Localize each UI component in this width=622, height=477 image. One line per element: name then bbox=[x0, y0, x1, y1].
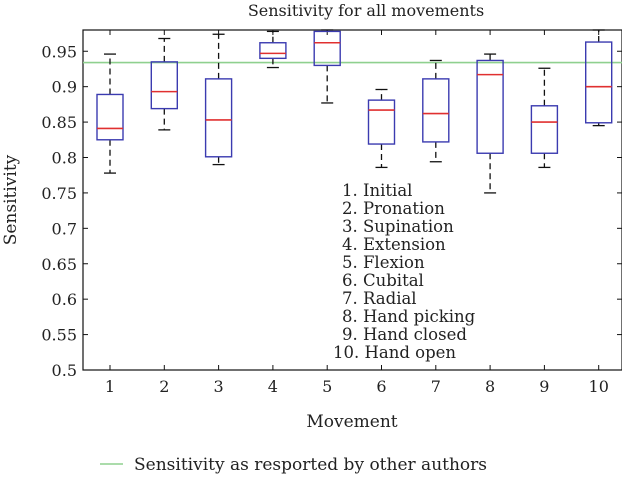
movement-list-item: 8. Hand picking bbox=[342, 307, 476, 326]
y-tick-label: 0.5 bbox=[52, 361, 77, 380]
chart-title: Sensitivity for all movements bbox=[248, 1, 484, 20]
y-tick-label: 0.7 bbox=[52, 219, 77, 238]
y-axis-label: Sensitivity bbox=[1, 154, 21, 245]
y-tick-label: 0.65 bbox=[41, 255, 77, 274]
box-body bbox=[585, 41, 613, 124]
box-body bbox=[150, 61, 179, 110]
movement-list-item: 3. Supination bbox=[342, 217, 454, 236]
box-9 bbox=[530, 67, 559, 169]
box-1 bbox=[96, 53, 124, 174]
movement-list-item: 4. Extension bbox=[342, 235, 446, 254]
x-tick-label: 9 bbox=[539, 377, 549, 396]
box-2 bbox=[150, 37, 179, 131]
boxes bbox=[96, 29, 613, 194]
box-body bbox=[96, 93, 124, 141]
box-5 bbox=[313, 29, 341, 104]
box-6 bbox=[367, 88, 396, 169]
box-body bbox=[530, 105, 559, 154]
x-tick-label: 2 bbox=[159, 377, 169, 396]
box-body bbox=[476, 59, 504, 154]
movement-list-item: 2. Pronation bbox=[342, 199, 445, 218]
movement-list-item: 7. Radial bbox=[342, 289, 417, 308]
x-tick-label: 7 bbox=[431, 377, 441, 396]
movement-list-item: 6. Cubital bbox=[342, 271, 424, 290]
movement-list-item: 1. Initial bbox=[342, 181, 412, 200]
plot-area bbox=[82, 29, 622, 371]
box-10 bbox=[585, 29, 613, 127]
y-tick-label: 0.8 bbox=[52, 149, 77, 168]
box-body bbox=[422, 78, 450, 143]
movement-list-item: 10. Hand open bbox=[333, 343, 456, 362]
x-axis: 1 2 3 4 5 6 7 8 9 10 bbox=[105, 30, 609, 396]
x-tick-label: 10 bbox=[589, 377, 609, 396]
x-axis-label: Movement bbox=[306, 412, 397, 432]
y-tick-label: 0.55 bbox=[41, 326, 77, 345]
box-7 bbox=[422, 59, 450, 163]
y-tick-label: 0.85 bbox=[41, 113, 77, 132]
box-body bbox=[313, 30, 341, 67]
y-tick-label: 0.95 bbox=[41, 42, 77, 61]
y-tick-label: 0.75 bbox=[41, 184, 77, 203]
x-tick-label: 1 bbox=[105, 377, 115, 396]
movement-list-item: 5. Flexion bbox=[342, 253, 425, 272]
y-tick-label: 0.9 bbox=[52, 78, 77, 97]
box-body bbox=[204, 78, 233, 158]
y-axis: 0.5 0.55 0.6 0.65 0.7 0.75 0.8 0.85 0.9 0.95 bbox=[41, 42, 622, 380]
legend-label: Sensitivity as resported by other author… bbox=[134, 455, 487, 475]
x-tick-label: 6 bbox=[376, 377, 386, 396]
x-tick-label: 5 bbox=[322, 377, 332, 396]
box-3 bbox=[204, 33, 233, 166]
movement-list-item: 9. Hand closed bbox=[342, 325, 467, 344]
box-4 bbox=[259, 30, 287, 69]
legend: Sensitivity as resported by other author… bbox=[100, 455, 487, 475]
box-body bbox=[367, 99, 396, 145]
box-8 bbox=[476, 53, 504, 194]
x-tick-label: 3 bbox=[214, 377, 224, 396]
box-body bbox=[259, 42, 287, 60]
y-tick-label: 0.6 bbox=[52, 290, 77, 309]
plot-frame bbox=[82, 29, 622, 371]
x-tick-label: 4 bbox=[268, 377, 278, 396]
x-tick-label: 8 bbox=[485, 377, 495, 396]
